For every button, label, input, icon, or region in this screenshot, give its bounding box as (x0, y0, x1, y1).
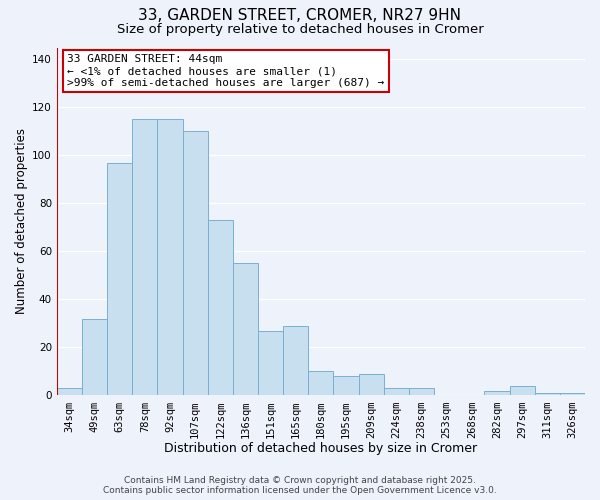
Bar (384, 388, 409, 396)
Bar (535, 393, 560, 396)
Text: 33 GARDEN STREET: 44sqm
← <1% of detached houses are smaller (1)
>99% of semi-de: 33 GARDEN STREET: 44sqm ← <1% of detache… (67, 54, 385, 88)
Text: Size of property relative to detached houses in Cromer: Size of property relative to detached ho… (116, 22, 484, 36)
Bar (57, 388, 82, 396)
Bar (82, 318, 107, 396)
Bar (258, 330, 283, 396)
Bar (182, 132, 208, 396)
Bar (132, 120, 157, 396)
Bar (334, 376, 359, 396)
Bar (308, 372, 334, 396)
Bar (509, 386, 535, 396)
Bar (283, 326, 308, 396)
Bar (409, 388, 434, 396)
Bar (233, 264, 258, 396)
Bar (208, 220, 233, 396)
Bar (484, 390, 509, 396)
Bar (107, 162, 132, 396)
Y-axis label: Number of detached properties: Number of detached properties (15, 128, 28, 314)
Text: Contains HM Land Registry data © Crown copyright and database right 2025.
Contai: Contains HM Land Registry data © Crown c… (103, 476, 497, 495)
X-axis label: Distribution of detached houses by size in Cromer: Distribution of detached houses by size … (164, 442, 478, 455)
Bar (359, 374, 384, 396)
Bar (157, 120, 182, 396)
Bar (560, 393, 585, 396)
Text: 33, GARDEN STREET, CROMER, NR27 9HN: 33, GARDEN STREET, CROMER, NR27 9HN (139, 8, 461, 22)
